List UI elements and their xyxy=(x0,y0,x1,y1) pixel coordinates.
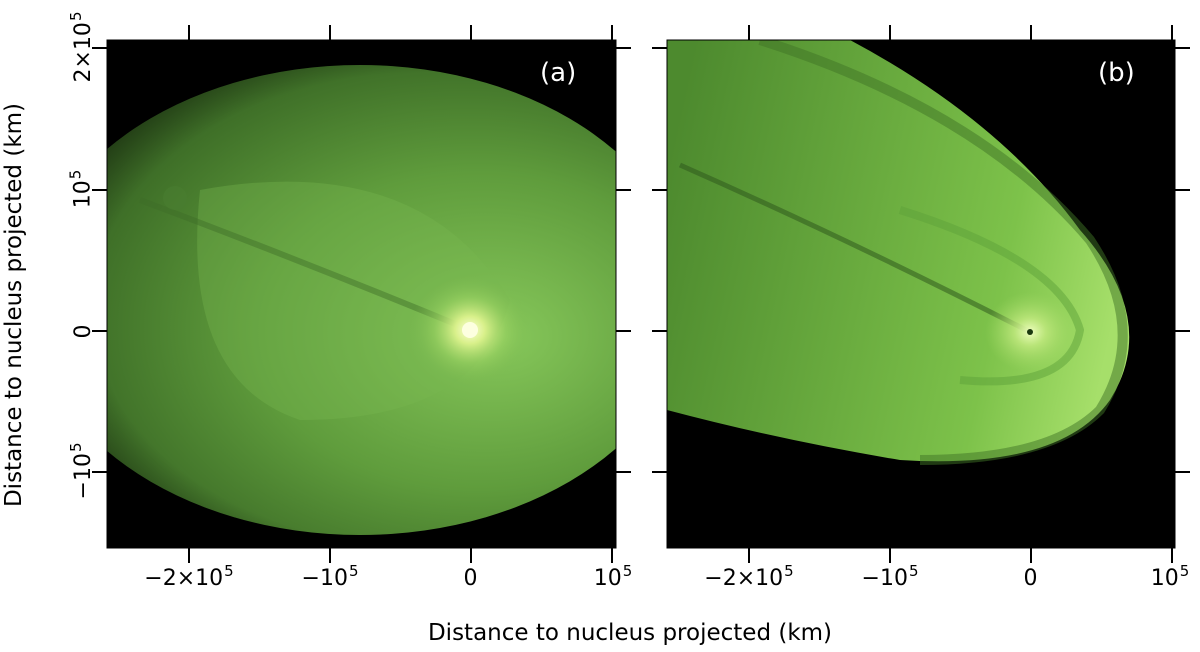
x-tick-label: −2×105 xyxy=(704,562,794,591)
y-tick-label: 0 xyxy=(71,324,96,339)
panel-b-inner-shell xyxy=(898,206,1085,386)
panel-b-tail-streak xyxy=(678,162,1032,335)
panel-a-nucleus xyxy=(462,322,478,338)
x-tick-label: −105 xyxy=(301,562,359,591)
x-tick-label: 0 xyxy=(1023,566,1038,591)
y-axis-title: Distance to nucleus projected (km) xyxy=(1,102,27,508)
panel-a-ticks xyxy=(92,25,631,563)
y-tick-label: 105 xyxy=(67,169,96,209)
x-tick-label: 105 xyxy=(593,562,633,591)
y-tick-label: 2×105 xyxy=(67,11,96,83)
x-tick-label: −2×105 xyxy=(144,562,234,591)
panel-b-label: (b) xyxy=(1098,58,1135,88)
panel-a-label: (a) xyxy=(540,58,577,88)
y-tick-label: −105 xyxy=(67,442,96,500)
panel-b-outer-fringe xyxy=(758,40,1128,465)
panel-b-frame xyxy=(666,39,1176,549)
x-tick-label: −105 xyxy=(861,562,919,591)
panel-a-outer-halo xyxy=(107,65,616,535)
x-tick-label: 105 xyxy=(1150,562,1190,591)
panel-a-knot xyxy=(163,186,187,210)
panel-a xyxy=(106,39,617,549)
panel-b-nucleus xyxy=(1027,329,1033,335)
x-tick-label: 0 xyxy=(463,566,478,591)
x-axis-title: Distance to nucleus projected (km) xyxy=(427,620,833,646)
panel-b-ticks xyxy=(652,25,1190,563)
panel-a-frame xyxy=(106,39,617,549)
panel-b xyxy=(666,39,1176,549)
